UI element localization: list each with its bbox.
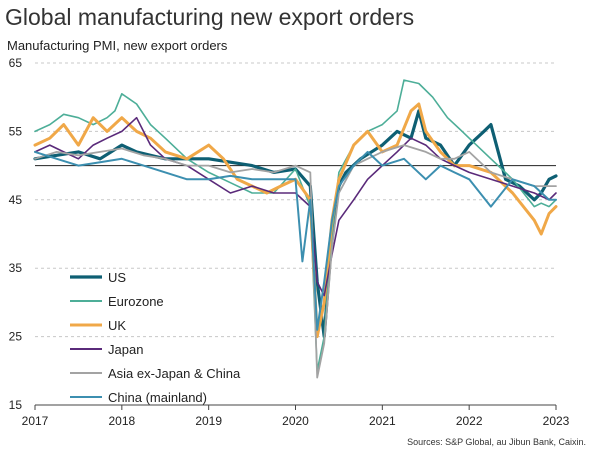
x-tick-label: 2019 (195, 414, 222, 428)
legend: US Eurozone UK Japan Asia ex-Japan & China Ch… (70, 270, 241, 405)
y-tick-label: 15 (9, 398, 23, 412)
y-tick-label: 35 (9, 261, 23, 275)
x-tick-label: 2023 (543, 414, 570, 428)
series-line-eurozone (34, 79, 557, 372)
x-axis: 2017 2018 2019 2020 2021 2022 2023 (22, 404, 570, 428)
legend-label: Japan (108, 342, 143, 357)
series-line-asia-ex-japan-china (34, 144, 557, 379)
y-tick-label: 65 (9, 56, 23, 70)
chart-subtitle: Manufacturing PMI, new export orders (7, 38, 228, 53)
series-line-japan (34, 116, 557, 297)
series-line-uk (33, 102, 558, 339)
x-tick-label: 2017 (22, 414, 49, 428)
x-tick-label: 2018 (108, 414, 135, 428)
legend-label: Eurozone (108, 294, 164, 309)
legend-label: Asia ex-Japan & China (108, 366, 241, 381)
legend-label: China (mainland) (108, 390, 207, 405)
legend-label: UK (108, 318, 126, 333)
x-tick-label: 2020 (282, 414, 309, 428)
y-tick-label: 25 (9, 330, 23, 344)
source-note: Sources: S&P Global, au Jibun Bank, Caix… (407, 437, 586, 447)
series-lines (33, 79, 558, 379)
x-tick-label: 2022 (456, 414, 483, 428)
series-line-china-mainland- (34, 150, 557, 331)
x-tick-label: 2021 (369, 414, 396, 428)
y-tick-label: 55 (9, 124, 23, 138)
chart-title: Global manufacturing new export orders (5, 4, 415, 30)
y-tick-label: 45 (9, 193, 23, 207)
legend-label: US (108, 270, 126, 285)
y-axis-ticks: 15 25 35 45 55 65 (9, 56, 23, 412)
